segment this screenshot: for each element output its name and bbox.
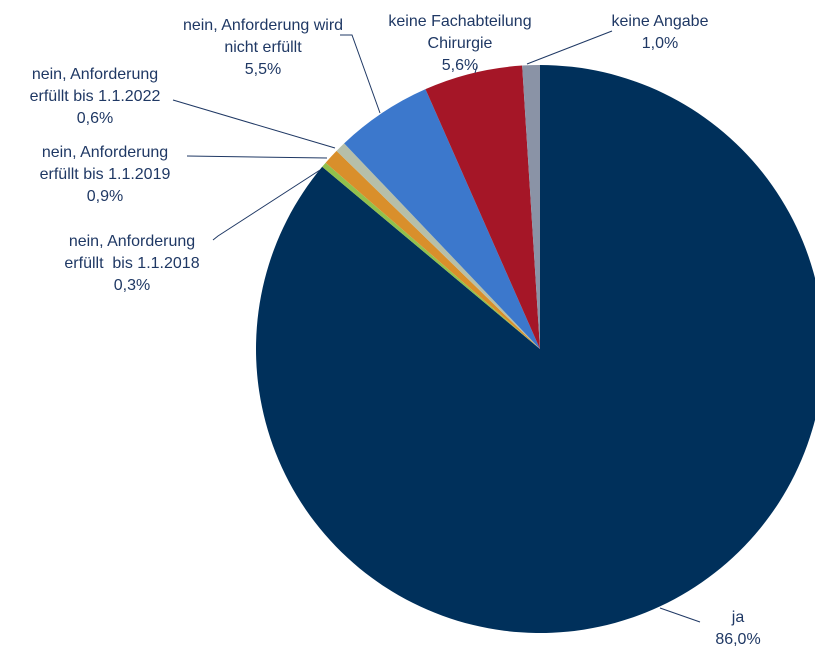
slice-category-label: nicht erfüllt <box>224 39 302 56</box>
slice-label: keine Angabe 1,0% <box>612 13 709 52</box>
slice-category-label: Chirurgie <box>428 35 493 52</box>
slice-category-label: nein, Anforderung <box>69 233 195 250</box>
leader-line <box>659 607 701 623</box>
pie-slice <box>325 150 540 349</box>
slice-category-label: ja <box>731 609 745 626</box>
slice-value-label: 1,0% <box>642 35 678 52</box>
leader-line <box>172 99 336 149</box>
slice-category-label: keine Angabe <box>612 13 709 30</box>
leader-line <box>212 169 321 241</box>
slice-label: keine Fachabteilung Chirurgie 5,6% <box>388 13 531 74</box>
pie-slice <box>344 89 540 350</box>
pie-slice <box>336 143 540 349</box>
slice-label: ja 86,0% <box>715 609 760 648</box>
pie-slice <box>522 65 540 349</box>
slice-value-label: 0,9% <box>87 188 123 205</box>
slice-value-label: 0,3% <box>114 277 150 294</box>
slice-category-label: nein, Anforderung <box>32 66 158 83</box>
leader-line <box>186 155 328 159</box>
slice-label: nein, Anforderung wird nicht erfüllt 5,5% <box>183 17 343 78</box>
slice-category-label: nein, Anforderung <box>42 144 168 161</box>
pie-slice <box>322 162 540 349</box>
leader-line <box>340 34 381 114</box>
leader-line <box>474 65 478 74</box>
slice-value-label: 5,5% <box>245 61 281 78</box>
slice-label: nein, Anforderung erfüllt bis 1.1.2018 0,3… <box>64 233 199 294</box>
slice-value-label: 0,6% <box>77 110 113 127</box>
slice-value-label: 86,0% <box>715 631 760 648</box>
slice-category-label: erfüllt bis 1.1.2022 <box>30 88 161 105</box>
slice-category-label: keine Fachabteilung <box>388 13 531 30</box>
slice-category-label: erfüllt bis 1.1.2019 <box>40 166 171 183</box>
slice-category-label: nein, Anforderung wird <box>183 17 343 34</box>
pie-slice <box>256 65 815 633</box>
slice-label: nein, Anforderung erfüllt bis 1.1.2022 0,6… <box>30 66 161 127</box>
slice-labels: ja 86,0% nein, Anforderung erfüllt bis 1.1.… <box>30 13 761 648</box>
slice-category-label: erfüllt bis 1.1.2018 <box>64 255 199 272</box>
pie-slices <box>256 65 815 633</box>
leader-lines <box>172 30 701 623</box>
leader-line <box>526 30 613 65</box>
slice-label: nein, Anforderung erfüllt bis 1.1.2019 0,9… <box>40 144 171 205</box>
pie-slice <box>425 65 540 349</box>
slice-value-label: 5,6% <box>442 57 478 74</box>
